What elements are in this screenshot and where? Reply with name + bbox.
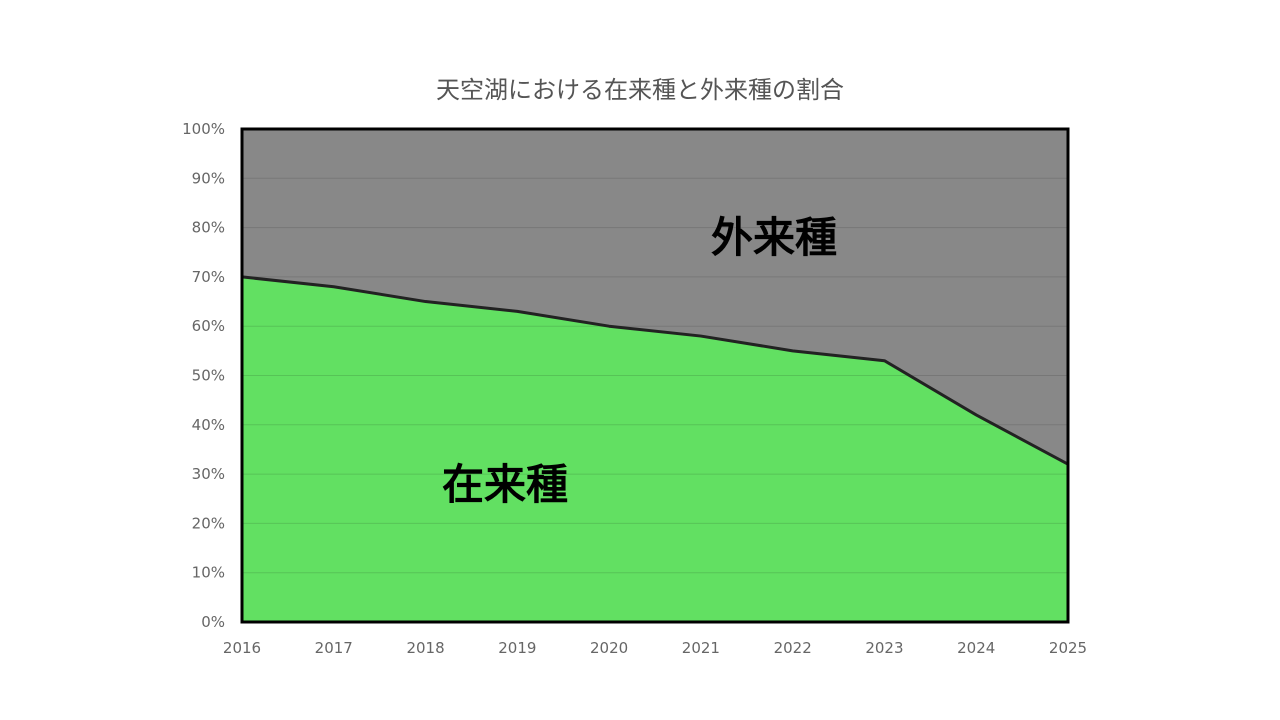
- series-boundary-line: [241, 275, 1069, 466]
- x-tick-label: 2023: [865, 639, 903, 657]
- y-axis-ticks: 0% 10% 20% 30% 40% 50% 60% 70% 80% 90% 100%: [182, 120, 225, 631]
- x-tick-label: 2022: [774, 639, 812, 657]
- y-tick-label: 100%: [182, 120, 225, 138]
- y-tick-label: 30%: [192, 465, 225, 483]
- x-tick-label: 2025: [1049, 639, 1087, 657]
- x-tick-label: 2018: [406, 639, 444, 657]
- area-native-species: [242, 276, 1068, 622]
- area-alien-species: [242, 129, 1068, 465]
- boundary-layer: [241, 275, 1069, 466]
- y-tick-label: 60%: [192, 317, 225, 335]
- plot-frame: [240, 127, 1070, 624]
- y-tick-label: 50%: [192, 367, 225, 385]
- area-label-native: 在来種: [442, 460, 568, 509]
- y-tick-label: 70%: [192, 268, 225, 286]
- x-tick-label: 2016: [223, 639, 261, 657]
- y-tick-label: 20%: [192, 514, 225, 532]
- x-tick-label: 2019: [498, 639, 536, 657]
- y-tick-label: 0%: [201, 613, 225, 631]
- y-tick-label: 90%: [192, 169, 225, 187]
- area-layer: [242, 129, 1068, 622]
- x-tick-label: 2017: [315, 639, 353, 657]
- plot-border: [240, 127, 1070, 624]
- y-tick-label: 80%: [192, 219, 225, 237]
- gridlines: [242, 177, 1068, 574]
- chart-title: 天空湖における在来種と外来種の割合: [436, 76, 844, 104]
- area-label-alien: 外来種: [711, 213, 837, 262]
- x-axis-ticks: 2016 2017 2018 2019 2020 2021 2022 2023 2024 2025: [223, 639, 1087, 657]
- y-tick-label: 40%: [192, 416, 225, 434]
- x-tick-label: 2020: [590, 639, 628, 657]
- y-tick-label: 10%: [192, 564, 225, 582]
- x-tick-label: 2021: [682, 639, 720, 657]
- x-tick-label: 2024: [957, 639, 995, 657]
